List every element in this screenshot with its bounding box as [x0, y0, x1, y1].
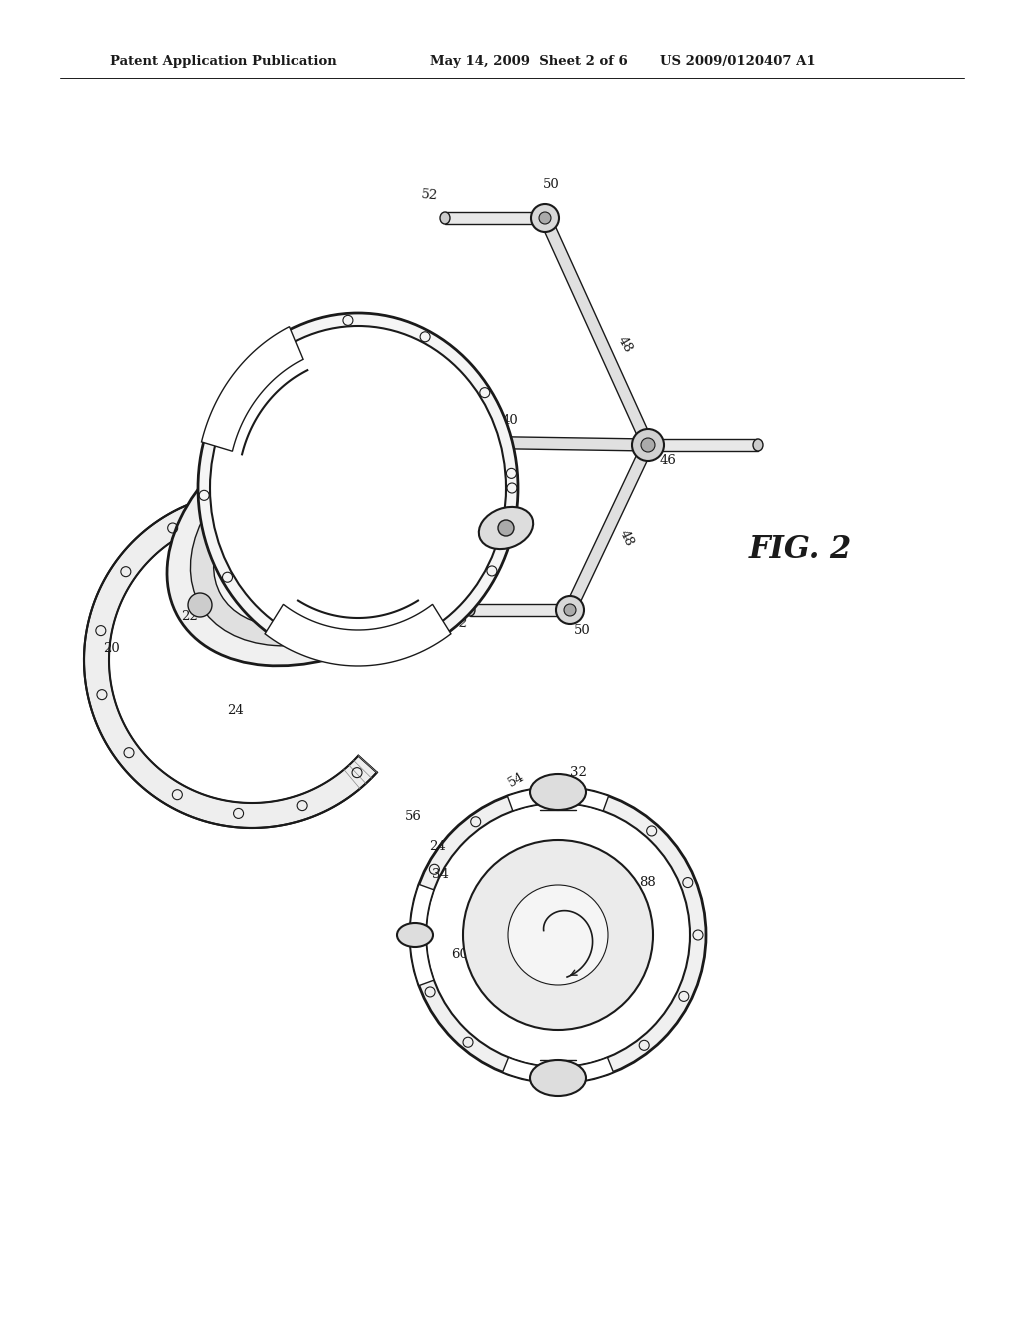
Ellipse shape — [198, 313, 518, 663]
Text: 44: 44 — [481, 474, 499, 487]
Circle shape — [632, 429, 664, 461]
Text: 56: 56 — [404, 810, 422, 824]
Polygon shape — [507, 787, 608, 810]
Text: 36: 36 — [542, 956, 558, 969]
Text: 40: 40 — [502, 413, 518, 426]
Ellipse shape — [479, 507, 534, 549]
Text: Patent Application Publication: Patent Application Publication — [110, 55, 337, 69]
Ellipse shape — [465, 605, 475, 616]
Text: 50: 50 — [573, 623, 591, 636]
Text: 60: 60 — [231, 573, 249, 586]
Polygon shape — [648, 440, 758, 451]
Text: 48: 48 — [615, 334, 635, 355]
Polygon shape — [503, 1057, 613, 1082]
Text: 60: 60 — [452, 949, 468, 961]
Polygon shape — [540, 215, 653, 447]
Text: 30: 30 — [229, 564, 247, 577]
Ellipse shape — [210, 326, 506, 649]
Text: 18: 18 — [326, 470, 346, 490]
Text: 24: 24 — [349, 564, 367, 577]
Text: 38: 38 — [401, 413, 419, 426]
Text: 34: 34 — [431, 869, 449, 882]
Circle shape — [556, 597, 584, 624]
Ellipse shape — [358, 552, 392, 578]
Text: FIG. 2: FIG. 2 — [749, 535, 852, 565]
Circle shape — [641, 438, 655, 451]
Ellipse shape — [397, 923, 433, 946]
Circle shape — [531, 205, 559, 232]
Text: 24: 24 — [226, 704, 244, 717]
Ellipse shape — [440, 213, 450, 224]
Text: 52: 52 — [452, 616, 469, 630]
Text: 46: 46 — [659, 454, 677, 466]
Text: 20: 20 — [103, 642, 121, 655]
Text: 50: 50 — [543, 178, 559, 191]
Text: 52: 52 — [421, 187, 439, 202]
Ellipse shape — [272, 504, 357, 576]
Text: 48: 48 — [616, 528, 636, 548]
Circle shape — [437, 424, 473, 459]
Text: 24: 24 — [429, 841, 445, 854]
Text: 42: 42 — [408, 387, 428, 407]
Polygon shape — [564, 442, 653, 612]
Text: 58: 58 — [484, 558, 502, 572]
Text: 54: 54 — [506, 770, 526, 789]
Text: 22: 22 — [338, 438, 358, 458]
Polygon shape — [410, 884, 434, 986]
Ellipse shape — [190, 414, 470, 645]
Circle shape — [188, 593, 212, 616]
Polygon shape — [445, 213, 545, 224]
Ellipse shape — [530, 774, 586, 810]
Circle shape — [454, 441, 468, 455]
Text: 36: 36 — [359, 583, 377, 597]
Circle shape — [426, 803, 690, 1067]
Polygon shape — [265, 605, 451, 667]
Ellipse shape — [753, 440, 763, 451]
Polygon shape — [470, 605, 570, 616]
Ellipse shape — [167, 395, 493, 665]
Ellipse shape — [530, 1060, 586, 1096]
Text: 88: 88 — [640, 875, 656, 888]
Polygon shape — [84, 492, 410, 828]
Text: May 14, 2009  Sheet 2 of 6: May 14, 2009 Sheet 2 of 6 — [430, 55, 628, 69]
Text: US 2009/0120407 A1: US 2009/0120407 A1 — [660, 55, 816, 69]
Circle shape — [564, 605, 575, 616]
Circle shape — [508, 884, 608, 985]
Circle shape — [498, 520, 514, 536]
Polygon shape — [202, 326, 303, 451]
Circle shape — [463, 840, 653, 1030]
Circle shape — [438, 425, 456, 444]
Text: 28: 28 — [382, 549, 398, 561]
Ellipse shape — [214, 444, 436, 627]
Text: 22: 22 — [181, 610, 199, 623]
Circle shape — [539, 213, 551, 224]
Text: 32: 32 — [569, 766, 587, 779]
Polygon shape — [455, 436, 648, 451]
Circle shape — [410, 787, 706, 1082]
